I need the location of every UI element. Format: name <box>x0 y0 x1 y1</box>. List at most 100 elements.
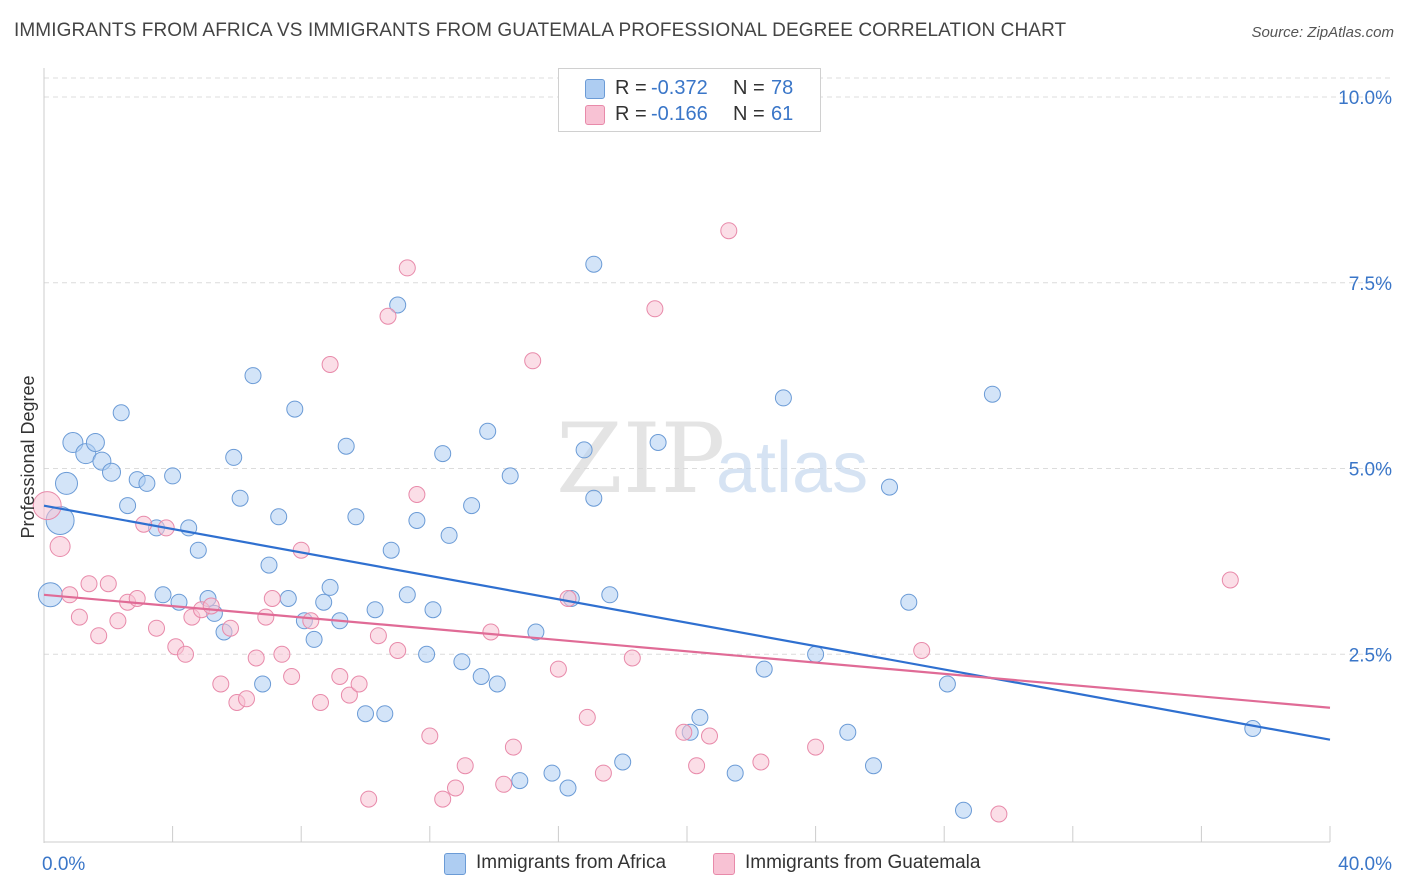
point-africa <box>254 675 272 693</box>
point-guatemala <box>321 356 339 373</box>
point-africa <box>164 467 182 485</box>
point-africa <box>119 497 137 515</box>
y-tick-label: 10.0% <box>1338 88 1392 109</box>
trend-lines <box>43 504 1331 741</box>
point-africa <box>774 389 792 407</box>
point-guatemala <box>212 675 230 693</box>
legend-r-label: R = <box>615 77 647 99</box>
y-tick-label: 2.5% <box>1349 645 1392 666</box>
point-guatemala <box>99 575 117 593</box>
point-guatemala <box>559 590 577 607</box>
point-guatemala <box>49 536 71 557</box>
point-guatemala <box>292 541 310 559</box>
point-africa <box>614 753 632 771</box>
point-guatemala <box>369 627 387 645</box>
point-africa <box>231 489 249 507</box>
point-africa <box>102 462 121 482</box>
point-guatemala <box>257 608 275 626</box>
point-africa <box>955 801 972 819</box>
watermark-atlas: atlas <box>716 428 868 508</box>
point-africa <box>424 601 442 619</box>
point-guatemala <box>1221 571 1239 589</box>
y-tick-label: 5.0% <box>1349 460 1392 481</box>
point-guatemala <box>456 757 474 775</box>
point-africa <box>260 556 278 574</box>
point-africa <box>154 586 172 604</box>
point-africa <box>138 474 156 492</box>
point-guatemala <box>263 590 281 607</box>
point-guatemala <box>623 649 641 667</box>
point-africa <box>286 400 304 418</box>
point-africa <box>408 512 426 529</box>
legend-n-label: N = <box>733 103 765 125</box>
point-africa <box>225 448 243 466</box>
point-guatemala <box>549 660 567 678</box>
point-guatemala <box>720 222 738 240</box>
axes <box>43 68 1331 843</box>
point-africa <box>755 660 773 678</box>
point-africa <box>440 526 458 544</box>
point-africa <box>527 623 545 641</box>
point-guatemala <box>148 619 165 637</box>
point-africa <box>601 586 619 604</box>
point-guatemala <box>109 612 127 630</box>
point-africa <box>501 467 519 485</box>
point-africa <box>347 508 365 526</box>
point-africa <box>389 296 407 314</box>
chart-title: IMMIGRANTS FROM AFRICA VS IMMIGRANTS FRO… <box>14 20 1067 41</box>
point-africa <box>649 434 667 451</box>
point-guatemala <box>447 779 464 797</box>
point-africa <box>865 757 882 775</box>
point-africa <box>559 779 577 797</box>
point-africa <box>839 723 857 741</box>
point-africa <box>337 437 355 455</box>
point-africa <box>575 441 593 459</box>
point-guatemala <box>646 300 664 318</box>
point-africa <box>315 593 333 611</box>
watermark-zip: ZIP <box>556 403 725 515</box>
point-africa <box>453 653 471 671</box>
point-guatemala <box>61 586 79 604</box>
point-guatemala <box>701 727 718 745</box>
legend-n-value: 78 <box>771 77 794 99</box>
point-africa <box>479 422 497 440</box>
point-africa <box>305 630 323 648</box>
point-africa <box>434 445 452 463</box>
stats-legend: R = -0.372 N = 78 R = -0.166 N = 61 <box>558 68 821 132</box>
point-africa <box>881 478 898 496</box>
point-guatemala <box>238 690 255 708</box>
point-guatemala <box>283 668 301 685</box>
data-points <box>32 222 1262 823</box>
point-africa <box>585 255 603 273</box>
point-africa <box>691 708 709 726</box>
trend-line-guatemala <box>43 593 1331 709</box>
point-guatemala <box>578 708 596 726</box>
point-africa <box>366 601 384 619</box>
point-guatemala <box>90 627 108 645</box>
watermark: ZIP atlas <box>556 403 868 515</box>
point-africa <box>398 586 416 604</box>
point-africa <box>189 541 207 559</box>
point-guatemala <box>482 623 500 641</box>
point-guatemala <box>408 486 426 503</box>
point-guatemala <box>340 686 358 704</box>
legend-swatch-guatemala <box>713 853 735 875</box>
point-guatemala <box>177 645 194 663</box>
point-africa <box>900 593 918 611</box>
point-guatemala <box>688 757 706 775</box>
point-africa <box>270 508 288 526</box>
point-africa <box>543 764 561 782</box>
legend-r-label: R = <box>615 103 647 125</box>
point-africa <box>511 772 529 790</box>
point-guatemala <box>594 764 612 782</box>
point-africa <box>472 668 490 685</box>
point-africa <box>418 645 436 663</box>
point-guatemala <box>434 790 452 808</box>
y-axis-label: Professional Degree <box>18 375 38 538</box>
x-tick-label: 40.0% <box>1338 854 1392 875</box>
point-africa <box>244 367 262 385</box>
point-africa <box>112 404 130 422</box>
point-africa <box>357 705 374 723</box>
legend-r-value: -0.372 <box>651 77 708 99</box>
point-guatemala <box>807 738 825 756</box>
